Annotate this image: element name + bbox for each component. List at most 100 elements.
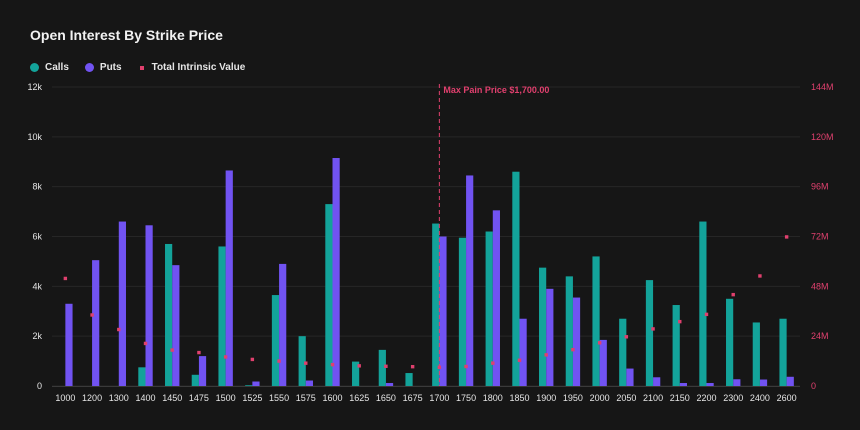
bar-puts-1850 (519, 318, 527, 386)
bar-calls-1900 (539, 267, 547, 386)
point-intrinsic-1950 (571, 347, 575, 352)
x-tick-label: 1550 (269, 393, 289, 403)
bar-puts-2400 (759, 379, 768, 386)
bar-calls-2050 (619, 318, 627, 386)
y-tick-label: 10k (27, 132, 42, 142)
x-tick-label: 2000 (590, 393, 610, 403)
bar-calls-2150 (672, 305, 680, 386)
x-tick-label: 2200 (696, 393, 716, 403)
point-intrinsic-1650 (384, 364, 388, 368)
x-tick-label: 1600 (322, 393, 342, 403)
legend-item-puts[interactable]: Puts (84, 62, 122, 73)
bar-puts-1950 (572, 297, 581, 386)
y2-tick-label: 120M (811, 132, 834, 142)
y2-tick-label: 48M (811, 281, 829, 291)
bar-puts-2000 (599, 339, 607, 386)
legend: Calls Puts Total Intrinsic Value (30, 62, 245, 73)
x-tick-label: 1475 (189, 393, 209, 403)
bar-puts-1450 (172, 265, 180, 386)
x-tick-label: 1750 (456, 393, 476, 403)
bar-calls-1700 (432, 223, 440, 386)
x-tick-label: 1675 (403, 393, 423, 403)
x-tick-label: 2400 (750, 393, 770, 403)
bar-calls-1575 (298, 336, 306, 386)
bar-calls-2300 (726, 298, 734, 386)
x-tick-label: 1500 (216, 393, 236, 403)
intrinsic-swatch-icon (139, 65, 144, 70)
x-tick-label: 1000 (55, 393, 75, 403)
bar-calls-1625 (352, 361, 360, 386)
x-tick-label: 1700 (429, 393, 449, 403)
bar-calls-1550 (271, 295, 280, 386)
bar-puts-2600 (786, 376, 794, 386)
point-intrinsic-1400 (143, 341, 148, 346)
bar-puts-2150 (679, 383, 687, 386)
bar-calls-1475 (191, 374, 199, 386)
bar-puts-1800 (492, 210, 500, 386)
bar-calls-2200 (699, 221, 707, 386)
point-intrinsic-1750 (464, 364, 468, 369)
point-intrinsic-1525 (250, 357, 255, 362)
legend-item-intrinsic[interactable]: Total Intrinsic Value (138, 62, 246, 73)
bar-calls-2000 (592, 256, 600, 386)
y-tick-label: 2k (32, 331, 42, 341)
bar-puts-1750 (466, 175, 474, 386)
bar-calls-2100 (645, 280, 654, 386)
x-tick-label: 1450 (162, 393, 182, 403)
point-intrinsic-1200 (90, 313, 94, 317)
bar-calls-1600 (325, 204, 333, 386)
point-intrinsic-2300 (731, 292, 735, 297)
y2-tick-label: 96M (811, 182, 829, 192)
x-tick-label: 1850 (509, 393, 529, 403)
y2-tick-label: 72M (811, 232, 829, 242)
x-tick-label: 2150 (670, 393, 690, 403)
bar-puts-1400 (145, 225, 153, 386)
point-intrinsic-1000 (63, 276, 68, 281)
point-intrinsic-2150 (678, 319, 682, 324)
point-intrinsic-2400 (758, 274, 762, 278)
x-tick-label: 1525 (242, 393, 262, 403)
bar-puts-2050 (626, 368, 634, 386)
x-tick-label: 1950 (563, 393, 583, 403)
point-intrinsic-1300 (117, 327, 121, 332)
x-tick-label: 1650 (376, 393, 396, 403)
point-intrinsic-1550 (277, 359, 281, 363)
x-tick-label: 1900 (536, 393, 556, 403)
bar-puts-1650 (385, 383, 394, 386)
bar-calls-1525 (245, 385, 253, 386)
y-tick-label: 0 (37, 381, 42, 391)
bar-calls-1650 (378, 349, 386, 386)
point-intrinsic-1450 (170, 348, 174, 352)
legend-item-calls[interactable]: Calls (30, 62, 69, 73)
bar-puts-2200 (706, 383, 714, 386)
bar-calls-1950 (565, 276, 573, 386)
y-tick-label: 8k (32, 182, 42, 192)
bar-puts-1000 (65, 303, 73, 386)
bar-calls-1450 (165, 243, 173, 386)
point-intrinsic-2600 (784, 235, 789, 239)
bar-calls-1675 (405, 373, 413, 386)
bar-calls-1400 (138, 367, 146, 386)
bar-puts-1200 (92, 260, 100, 386)
y-tick-label: 4k (32, 281, 42, 291)
bar-calls-1750 (458, 237, 467, 386)
bar-puts-1900 (546, 288, 554, 386)
legend-label-intrinsic: Total Intrinsic Value (151, 62, 246, 73)
point-intrinsic-1475 (197, 350, 201, 355)
bar-calls-2600 (779, 318, 787, 386)
bar-puts-1300 (118, 221, 126, 386)
y-tick-label: 6k (32, 232, 42, 242)
legend-label-puts: Puts (99, 62, 122, 73)
bar-puts-2100 (653, 377, 661, 386)
bar-puts-1700 (439, 236, 447, 386)
bar-puts-1550 (279, 263, 287, 386)
y2-tick-label: 144M (811, 82, 834, 92)
x-tick-label: 2300 (723, 393, 743, 403)
calls-swatch-icon (30, 63, 39, 72)
point-intrinsic-2100 (651, 327, 655, 331)
point-intrinsic-1900 (544, 353, 548, 357)
bar-puts-1475 (198, 356, 207, 386)
puts-swatch-icon (84, 63, 94, 72)
x-tick-label: 1625 (349, 393, 369, 403)
point-intrinsic-2200 (704, 312, 709, 317)
